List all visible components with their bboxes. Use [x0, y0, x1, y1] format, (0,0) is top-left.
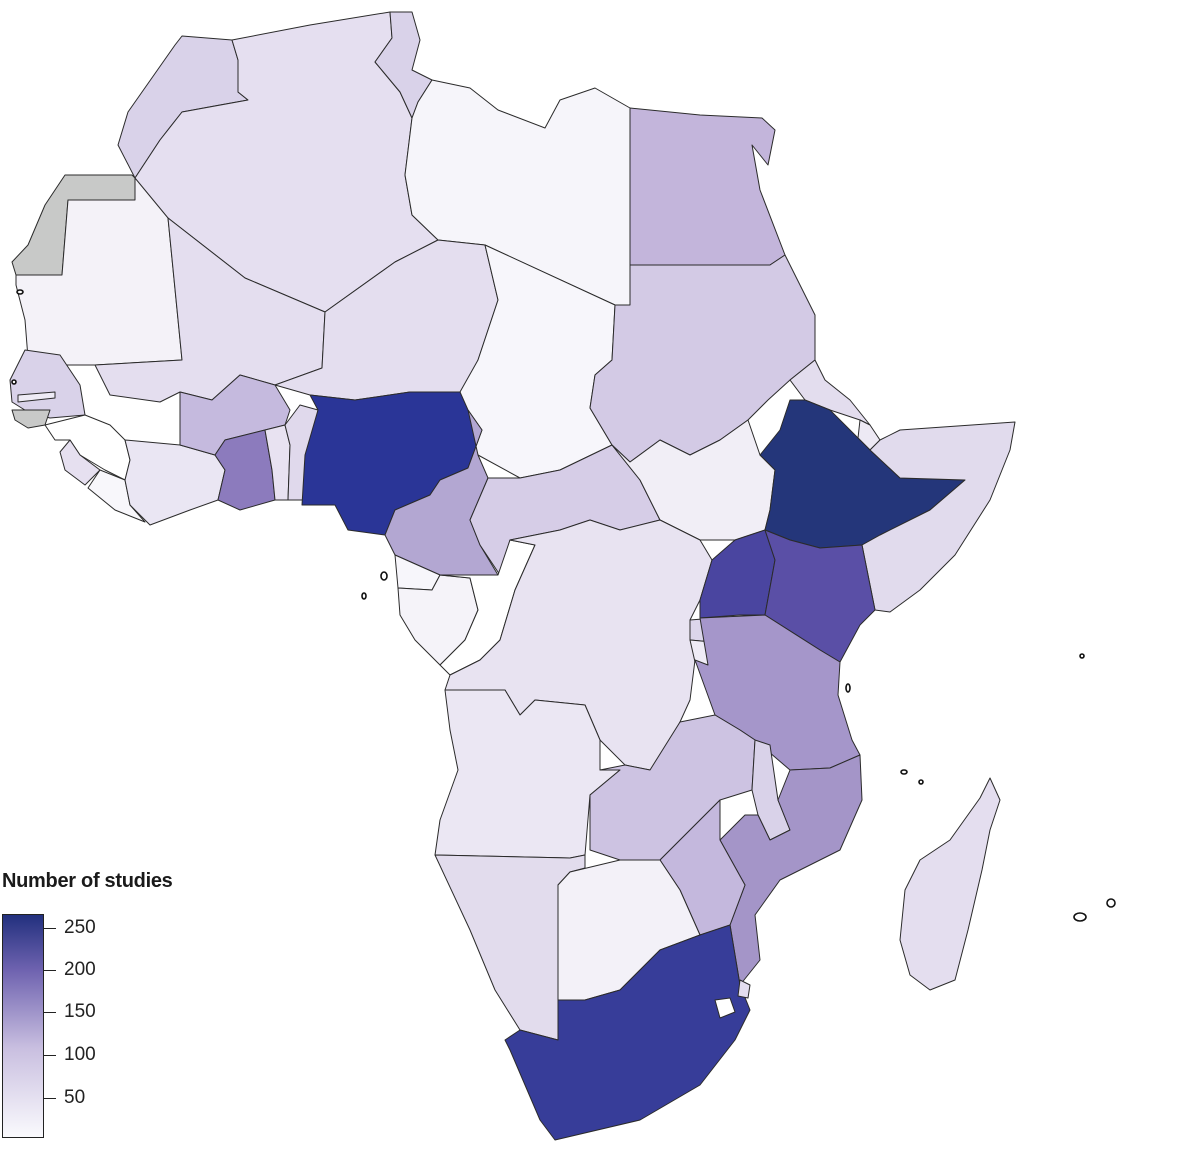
islands-layer — [11, 289, 1116, 922]
country-somalia — [861, 421, 1016, 613]
island-seychelles — [1079, 653, 1085, 659]
legend: Number of studies 250 200 150 100 50 — [0, 870, 220, 1140]
legend-tick-100 — [44, 1055, 56, 1056]
country-guinea-bissau — [11, 409, 51, 429]
island-mauritius — [1073, 912, 1087, 922]
island-bioko — [380, 571, 388, 581]
legend-tick-250 — [44, 928, 56, 929]
legend-label-200: 200 — [64, 959, 96, 980]
country-lesotho — [714, 997, 736, 1019]
island-reunion — [1106, 898, 1116, 908]
island-comoros-a — [900, 769, 908, 775]
country-south-africa — [504, 924, 751, 1141]
legend-tick-150 — [44, 1012, 56, 1013]
country-zambia — [589, 714, 756, 861]
country-madagascar — [899, 777, 1001, 991]
island-sao-tome — [361, 592, 367, 600]
legend-tick-50 — [44, 1098, 56, 1099]
island-zanzibar — [845, 683, 851, 693]
island-cape-verde — [11, 379, 17, 385]
countries-layer — [9, 11, 1016, 1141]
island-comoros-b — [918, 779, 924, 785]
legend-label-250: 250 — [64, 917, 96, 938]
country-gambia — [17, 391, 56, 403]
country-eswatini — [737, 979, 751, 999]
country-egypt — [629, 107, 786, 266]
legend-color-bar — [2, 914, 44, 1138]
legend-title: Number of studies — [2, 870, 173, 892]
country-kenya — [764, 529, 876, 663]
legend-label-100: 100 — [64, 1044, 96, 1065]
country-uganda — [699, 529, 776, 619]
legend-tick-200 — [44, 970, 56, 971]
legend-label-150: 150 — [64, 1001, 96, 1022]
island-canary — [16, 289, 24, 295]
legend-label-50: 50 — [64, 1087, 86, 1108]
country-libya — [404, 79, 631, 306]
country-sierra-leone — [59, 439, 101, 486]
